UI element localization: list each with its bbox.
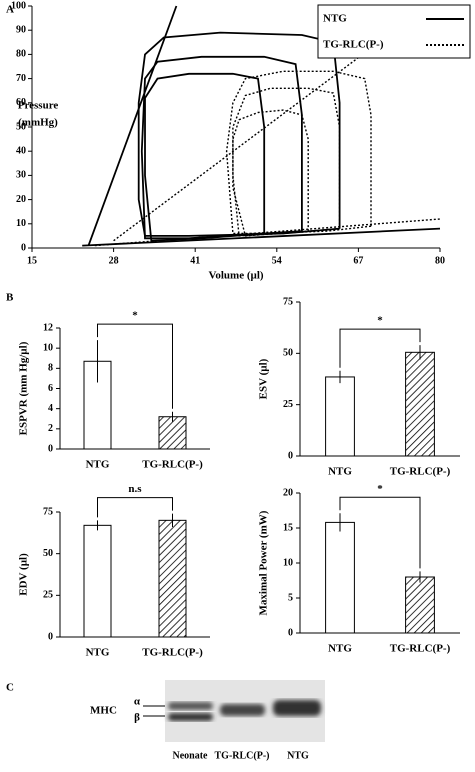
pv-line (232, 109, 309, 237)
y-axis-label: EDV (µl) (18, 553, 30, 596)
y-axis-label: ESV (µl) (258, 358, 270, 399)
y-tick-label: 70 (16, 73, 26, 84)
x-tick-label: NTG (328, 466, 352, 478)
pv-line (144, 72, 266, 242)
legend-box (317, 4, 471, 59)
band-label: β (134, 712, 140, 724)
panel-label: B (6, 292, 14, 304)
pv-line (82, 227, 441, 247)
band-label: α (134, 696, 141, 708)
legend-label: TG-RLC(P-) (323, 39, 384, 51)
y-tick-label: 50 (43, 548, 53, 559)
bar (325, 521, 355, 634)
y-tick-label: 75 (283, 296, 293, 307)
panel-label: A (6, 4, 14, 16)
lane-label: TG-RLC(P-) (215, 750, 270, 761)
annotation: * (377, 483, 383, 495)
y-tick-label: 75 (43, 506, 53, 517)
gel-image (143, 680, 325, 742)
y-tick-label: 50 (283, 348, 293, 359)
x-tick-label: NTG (86, 647, 110, 659)
y-tick-label: 15 (283, 522, 293, 533)
y-tick-label: 90 (16, 24, 26, 35)
x-tick-label: TG-RLC(P-) (142, 647, 203, 659)
y-tick-label: 2 (48, 423, 53, 434)
x-tick-label: TG-RLC(P-) (390, 643, 451, 655)
panel-label: C (6, 682, 14, 694)
y-tick-label: 4 (48, 403, 53, 414)
y-tick-label: 60 (16, 97, 26, 108)
bar (158, 519, 187, 638)
significance-bracket (97, 323, 173, 409)
y-axis-label: Maximal Power (mW) (258, 510, 270, 615)
y-axis-label: ESPVR (mm Hg/µl) (18, 341, 30, 435)
y-tick-label: 10 (43, 342, 53, 353)
bar (158, 416, 187, 450)
pv-line (140, 55, 303, 240)
y-tick-label: 5 (288, 592, 293, 603)
y-tick-label: 80 (16, 49, 26, 60)
legend-label: NTG (323, 13, 347, 25)
x-axis-label: Volume (µl) (208, 270, 263, 282)
pv-line (232, 87, 341, 237)
y-tick-label: 10 (16, 218, 26, 229)
y-axis-label: Pressure (18, 100, 59, 112)
lane-label: Neonate (173, 750, 209, 761)
y-tick-label: 30 (16, 170, 26, 181)
x-tick-label: 67 (353, 255, 363, 266)
y-tick-label: 6 (48, 383, 53, 394)
y-tick-label: 100 (11, 0, 26, 11)
y-tick-label: 50 (16, 121, 26, 132)
pv-line (94, 218, 441, 247)
bar (325, 376, 355, 457)
y-tick-label: 0 (48, 443, 53, 454)
pv-line (137, 31, 341, 237)
y-tick-label: 0 (288, 627, 293, 638)
y-tick-label: 0 (21, 242, 26, 253)
y-tick-label: 12 (43, 322, 53, 333)
x-tick-label: NTG (86, 459, 110, 471)
annotation: n.s (128, 483, 142, 495)
y-tick-label: 10 (283, 557, 293, 568)
x-tick-label: 41 (190, 255, 200, 266)
bar (405, 576, 435, 634)
x-tick-label: TG-RLC(P-) (142, 459, 203, 471)
x-tick-label: 28 (109, 255, 119, 266)
significance-bracket (339, 328, 421, 368)
bar (405, 351, 435, 457)
x-tick-label: 15 (27, 255, 37, 266)
y-tick-label: 0 (288, 450, 293, 461)
y-tick-label: 8 (48, 363, 53, 374)
x-tick-label: NTG (328, 643, 352, 655)
x-tick-label: TG-RLC(P-) (390, 466, 451, 478)
bar (83, 524, 112, 638)
y-tick-label: 25 (43, 590, 53, 601)
gel-label: MHC (90, 705, 117, 717)
y-tick-label: 40 (16, 145, 26, 156)
lane-label: NTG (287, 750, 309, 761)
y-tick-label: 0 (48, 631, 53, 642)
pv-line (113, 5, 428, 242)
y-tick-label: 20 (16, 194, 26, 205)
annotation: * (377, 315, 383, 327)
significance-bracket (339, 496, 421, 569)
pv-line (87, 5, 178, 246)
x-tick-label: 54 (272, 255, 282, 266)
y-tick-label: 25 (283, 399, 293, 410)
y-axis-label: (mmHg) (18, 117, 58, 129)
significance-bracket (97, 497, 173, 518)
annotation: * (132, 310, 138, 322)
x-tick-label: 80 (435, 255, 445, 266)
y-tick-label: 20 (283, 487, 293, 498)
